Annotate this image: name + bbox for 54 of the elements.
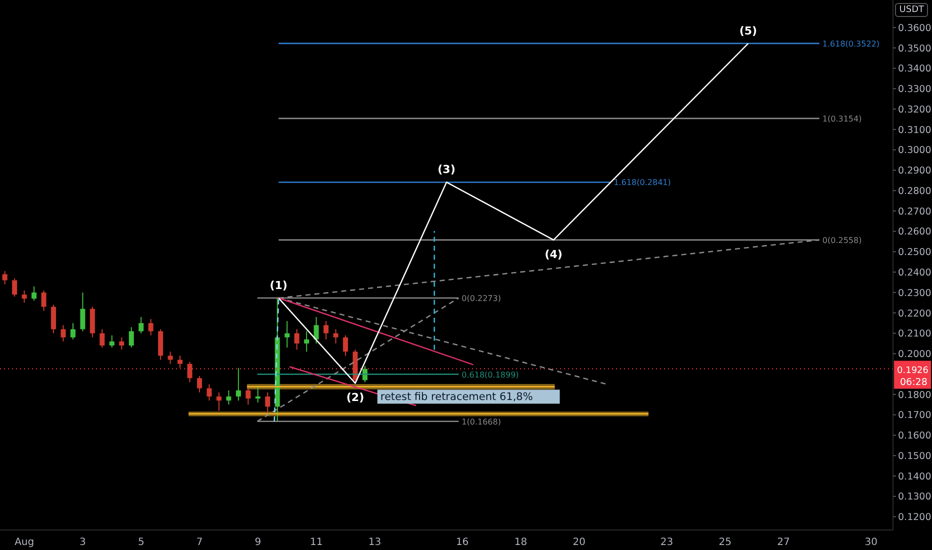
y-tick-label: 0.2200	[898, 308, 932, 320]
x-tick-label: 27	[777, 537, 790, 548]
text: 06:28	[900, 376, 928, 388]
y-tick-label: 0.3200	[898, 104, 932, 116]
y-tick-label: 0.3500	[898, 43, 932, 54]
y-tick-label: 0.1400	[898, 471, 932, 482]
x-tick-label: 7	[196, 537, 203, 548]
x-tick-label: 16	[456, 537, 469, 548]
y-tick-label: 0.2700	[898, 206, 932, 218]
ref-line-label: 0.1926	[897, 366, 929, 376]
data-label: 0(0.2558)	[822, 236, 862, 245]
x-tick-label: 13	[368, 537, 382, 548]
y-tick-label: 0.1200	[898, 512, 932, 524]
annotation: (4)	[544, 248, 562, 261]
y-tick-label: 0.2600	[898, 226, 932, 238]
y-tick-label: 0.1300	[898, 492, 932, 503]
annotation: (1)	[270, 279, 288, 292]
x-tick-label: 20	[572, 537, 586, 548]
y-tick-label: 0.2000	[898, 349, 932, 360]
y-tick-label: 0.2500	[898, 247, 932, 258]
y-tick-label: 0.3400	[898, 64, 932, 75]
data-label: 1.618(0.2841)	[614, 178, 671, 188]
x-tick-label: 23	[660, 537, 674, 548]
data-label: 1(0.1668)	[462, 417, 501, 426]
y-axis-title: USDT	[895, 3, 928, 17]
y-tick-label: 0.3000	[898, 145, 932, 156]
annotation: (3)	[438, 163, 456, 176]
annotation: (5)	[739, 24, 758, 38]
y-tick-label: 0.1800	[898, 390, 932, 401]
x-tick-label: 5	[138, 537, 144, 548]
y-tick-label: 0.3600	[898, 22, 932, 34]
y-tick-label: 0.2300	[898, 288, 932, 299]
data-label: 1.618(0.3522)	[822, 39, 880, 48]
y-tick-label: 0.3300	[898, 84, 932, 96]
x-tick-label: 11	[310, 537, 323, 548]
annotation: retest fib retracement 61,8%	[380, 391, 533, 404]
x-tick-label: 3	[80, 537, 86, 548]
y-tick-label: 0.1500	[898, 450, 932, 462]
x-tick-label: 25	[718, 537, 732, 548]
x-tick-label: 30	[864, 537, 878, 548]
x-tick-label: 9	[254, 537, 262, 548]
y-tick-label: 0.1700	[898, 410, 932, 422]
y-tick-label: 0.1600	[898, 430, 932, 442]
data-label: 1(0.3154)	[822, 114, 862, 124]
x-tick-label: 18	[514, 537, 528, 548]
data-label: 0(0.2273)	[462, 294, 501, 304]
data-label: 0.618(0.1899)	[462, 370, 519, 380]
y-tick-label: 0.2100	[898, 328, 932, 340]
y-tick-label: 0.3100	[898, 124, 932, 136]
y-tick-label: 0.2900	[898, 166, 932, 177]
y-tick-label: 0.2400	[898, 268, 932, 279]
y-tick-label: 0.2800	[898, 186, 932, 197]
x-tick-label: Aug	[14, 537, 34, 548]
annotation: (2)	[346, 391, 364, 404]
